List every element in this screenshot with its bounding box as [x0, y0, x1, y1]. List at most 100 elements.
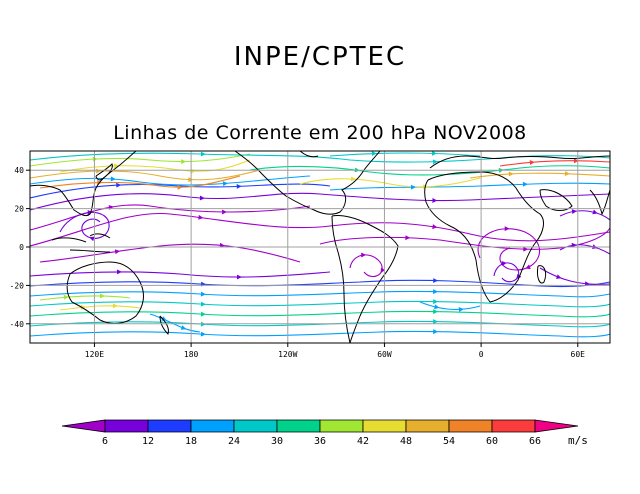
colorbar-swatch — [362, 419, 407, 433]
lon-tick-label: 120W — [278, 350, 297, 359]
streamline — [149, 313, 201, 333]
streamline-arrow — [112, 303, 118, 309]
colorbar-swatch — [233, 419, 278, 433]
streamline-arrow — [432, 319, 439, 324]
lat-tick-label: 20 — [14, 205, 24, 214]
streamline-arrow — [556, 274, 562, 279]
streamline-arrow — [198, 214, 204, 220]
streamline-arrow — [371, 151, 377, 156]
streamline-arrow — [236, 274, 242, 280]
coastline-south-america-west — [331, 215, 351, 343]
streamline — [30, 310, 610, 318]
colorbar-swatch — [448, 419, 493, 433]
streamline-arrow — [433, 278, 439, 283]
colorbar-swatch — [147, 419, 192, 433]
colorbar-swatch — [491, 419, 536, 433]
streamline-arrow — [571, 209, 577, 214]
streamline-arrow — [432, 159, 438, 165]
colorbar-swatch — [61, 419, 106, 433]
streamline — [30, 175, 311, 186]
streamline — [30, 320, 610, 328]
colorbar-unit: m/s — [568, 434, 588, 447]
streamline-arrow — [114, 249, 121, 255]
streamline — [30, 204, 311, 231]
lon-tick-label: 60W — [377, 350, 392, 359]
streamline-arrow — [564, 171, 570, 177]
streamline — [299, 177, 481, 188]
streamline — [30, 271, 331, 278]
coastline-europe — [429, 155, 610, 169]
streamline — [559, 244, 610, 255]
streamline-arrow — [116, 269, 122, 275]
colorbar-swatch — [534, 419, 579, 433]
streamline-arrow — [200, 151, 206, 157]
streamline-arrow — [405, 235, 411, 241]
colorbar-label: 30 — [271, 436, 283, 447]
colorbar: 6 12 18 24 30 36 42 48 54 60 66 — [61, 419, 579, 447]
streamline — [329, 152, 481, 157]
streamline — [559, 210, 610, 221]
coastline-australia — [66, 261, 144, 324]
colorbar-label: 18 — [185, 436, 197, 447]
streamline-arrow — [431, 151, 437, 156]
coastline-asia — [30, 151, 137, 217]
streamline-arrow — [89, 236, 95, 242]
streamline — [30, 153, 251, 167]
streamline-arrow — [63, 294, 69, 300]
colorbar-label: 48 — [400, 436, 412, 447]
organization-title: INPE/CPTEC — [233, 42, 407, 72]
coastline-india — [589, 189, 610, 216]
streamline-arrow — [522, 181, 528, 187]
streamline-arrow — [236, 184, 242, 189]
lat-tick-label: -40 — [10, 320, 25, 329]
streamline — [30, 169, 261, 181]
streamline-arrow — [200, 331, 206, 337]
streamline-arrow — [380, 267, 386, 274]
streamline-arrow — [350, 176, 356, 182]
coastline-greenland — [299, 151, 319, 158]
lat-tick-label: 0 — [19, 243, 24, 252]
streamline-arrow — [523, 246, 529, 252]
streamline — [539, 267, 610, 285]
streamline — [59, 159, 251, 173]
streamline-arrow — [110, 176, 116, 182]
streamline — [319, 227, 610, 250]
streamline — [39, 243, 301, 263]
colorbar-label: 42 — [357, 436, 369, 447]
streamline — [30, 330, 610, 338]
streamline-arrow — [221, 209, 227, 215]
streamline-arrow — [99, 293, 105, 299]
streamline — [469, 172, 610, 179]
colorbar-label: 36 — [314, 436, 326, 447]
streamline-arrow — [180, 325, 187, 330]
streamline-arrow — [434, 304, 440, 310]
lon-tick-label: 60E — [571, 350, 586, 359]
streamline-arrow — [504, 226, 510, 232]
coastline-south-america — [331, 215, 399, 343]
streamline — [59, 305, 141, 311]
axis-ticks: 120E 180 120W 60W 0 60E 40 20 0 -20 -40 — [10, 166, 586, 359]
colorbar-swatch — [319, 419, 364, 433]
streamline-arrow — [501, 261, 507, 266]
lon-tick-label: 0 — [479, 350, 484, 359]
streamline — [39, 295, 131, 301]
streamline — [30, 290, 610, 298]
streamline-arrow — [432, 299, 439, 304]
colorbar-label: 54 — [443, 436, 455, 447]
streamline-arrow — [200, 301, 206, 307]
streamline-arrow — [199, 195, 205, 201]
coastline-madagascar — [537, 265, 547, 284]
streamline-arrow — [116, 182, 122, 188]
streamline-arrow — [432, 224, 438, 229]
streamline-arrow — [177, 184, 183, 190]
streamline-arrow — [410, 184, 416, 190]
streamline-arrow — [188, 177, 194, 182]
streamline-arrow — [200, 291, 206, 297]
colorbar-label: 66 — [529, 436, 541, 447]
streamline-arrow — [432, 309, 439, 314]
colorbar-swatch — [190, 419, 235, 433]
lat-tick-label: -20 — [10, 281, 25, 290]
streamline-arrow — [432, 329, 439, 334]
colorbar-label: 60 — [486, 436, 498, 447]
streamline-arrow — [87, 210, 93, 215]
